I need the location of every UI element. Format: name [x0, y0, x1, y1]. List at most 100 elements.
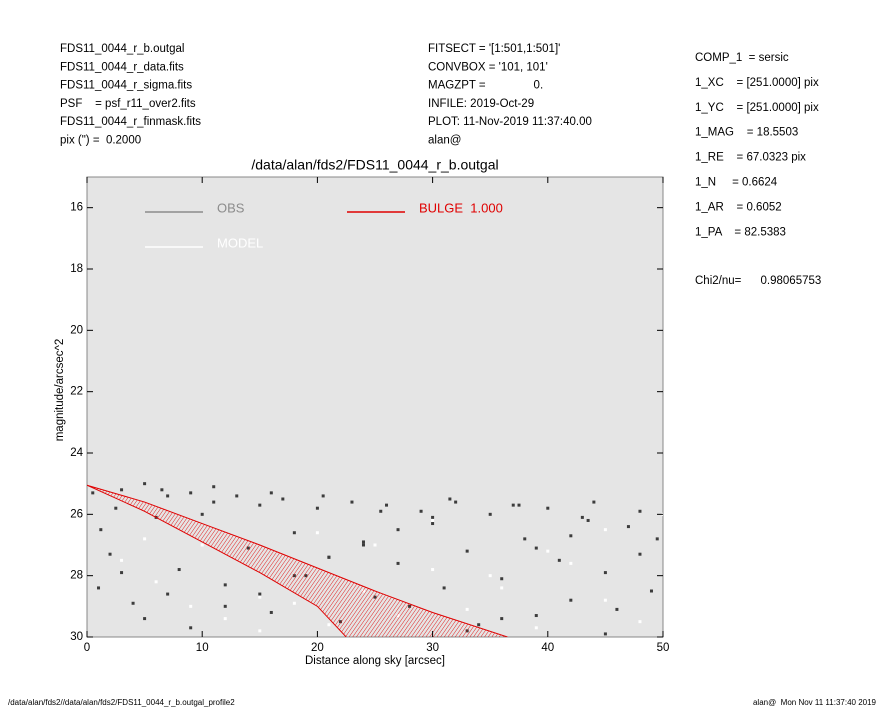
data-point: [431, 518, 435, 522]
data-point: [166, 494, 170, 498]
legend-label: MODEL: [217, 235, 263, 250]
header-right: 1_XC = [251.0000] pix: [695, 77, 819, 89]
data-point: [534, 626, 538, 630]
data-point: [258, 503, 262, 507]
data-point: [108, 552, 112, 556]
header-left: FDS11_0044_r_finmask.fits: [60, 116, 201, 128]
y-axis-label: magnitude/arcsec^2: [54, 339, 66, 442]
header-right: COMP_1 = sersic: [695, 52, 789, 64]
header-right: 1_RE = 67.0323 pix: [695, 152, 806, 164]
data-point: [321, 494, 325, 498]
data-point: [281, 497, 285, 501]
data-point: [327, 623, 331, 627]
data-point: [91, 491, 95, 495]
data-point: [120, 488, 124, 492]
header-right: 1_PA = 82.5383: [695, 226, 786, 238]
header-middle: PLOT: 11-Nov-2019 11:37:40.00: [428, 116, 592, 128]
x-tick-label: 10: [196, 642, 209, 654]
data-point: [200, 512, 204, 516]
header-middle: alan@: [428, 135, 461, 147]
header-left: FDS11_0044_r_data.fits: [60, 61, 184, 73]
x-tick-label: 0: [84, 642, 90, 654]
data-point: [557, 558, 561, 562]
header-right: 1_YC = [251.0000] pix: [695, 102, 819, 114]
data-point: [511, 503, 515, 507]
data-point: [200, 543, 204, 547]
x-tick-label: 40: [541, 642, 554, 654]
data-point: [189, 491, 193, 495]
x-tick-label: 20: [311, 642, 324, 654]
data-point: [120, 571, 124, 575]
data-point: [465, 607, 469, 611]
header-right: 1_MAG = 18.5503: [695, 127, 798, 139]
header-left: FDS11_0044_r_b.outgal: [60, 43, 184, 55]
data-point: [120, 558, 124, 562]
data-point: [500, 586, 504, 590]
data-point: [488, 512, 492, 516]
header-middle: MAGZPT = 0.: [428, 80, 543, 92]
legend-label: OBS: [217, 200, 245, 215]
data-point: [534, 614, 538, 618]
data-point: [638, 509, 642, 513]
chi2: Chi2/nu= 0.98065753: [695, 275, 821, 287]
data-point: [166, 592, 170, 596]
x-tick-label: 50: [657, 642, 670, 654]
data-point: [327, 555, 331, 559]
data-point: [223, 617, 227, 621]
data-point: [500, 617, 504, 621]
data-point: [638, 552, 642, 556]
data-point: [361, 543, 365, 547]
data-point: [114, 506, 118, 510]
chart-title: /data/alan/fds2/FDS11_0044_r_b.outgal: [251, 157, 498, 173]
data-point: [638, 620, 642, 624]
data-point: [292, 601, 296, 605]
data-point: [131, 601, 135, 605]
data-point: [523, 537, 527, 541]
plot-content: [87, 482, 663, 637]
data-point: [603, 632, 607, 636]
data-point: [477, 623, 481, 627]
y-tick-label: 28: [70, 570, 83, 582]
y-tick-label: 16: [70, 202, 83, 214]
data-point: [569, 534, 573, 538]
data-point: [586, 518, 590, 522]
data-point: [154, 580, 158, 584]
data-point: [212, 485, 216, 489]
header-middle: FITSECT = '[1:501,1:501]': [428, 43, 560, 55]
data-point: [603, 571, 607, 575]
x-tick-label: 30: [426, 642, 439, 654]
data-point: [603, 598, 607, 602]
data-point: [177, 568, 181, 572]
bulge-band: [87, 485, 508, 637]
data-point: [269, 491, 273, 495]
data-point: [189, 604, 193, 608]
header-middle: CONVBOX = '101, 101': [428, 61, 548, 73]
data-point: [269, 610, 273, 614]
data-point: [488, 574, 492, 578]
data-point: [350, 500, 354, 504]
data-point: [258, 592, 262, 596]
data-point: [223, 604, 227, 608]
data-point: [315, 506, 319, 510]
data-point: [189, 626, 193, 630]
data-point: [431, 515, 435, 519]
data-point: [569, 598, 573, 602]
data-point: [431, 568, 435, 572]
data-point: [396, 528, 400, 532]
data-point: [442, 586, 446, 590]
legend-label: BULGE 1.000: [419, 200, 503, 215]
data-point: [223, 583, 227, 587]
data-point: [592, 500, 596, 504]
data-point: [626, 525, 630, 529]
data-point: [517, 503, 521, 507]
data-point: [235, 494, 239, 498]
data-point: [258, 595, 262, 599]
header-left: FDS11_0044_r_sigma.fits: [60, 80, 192, 92]
data-point: [465, 549, 469, 553]
data-point: [99, 528, 103, 532]
data-point: [500, 577, 504, 581]
data-point: [546, 506, 550, 510]
data-point: [373, 543, 377, 547]
